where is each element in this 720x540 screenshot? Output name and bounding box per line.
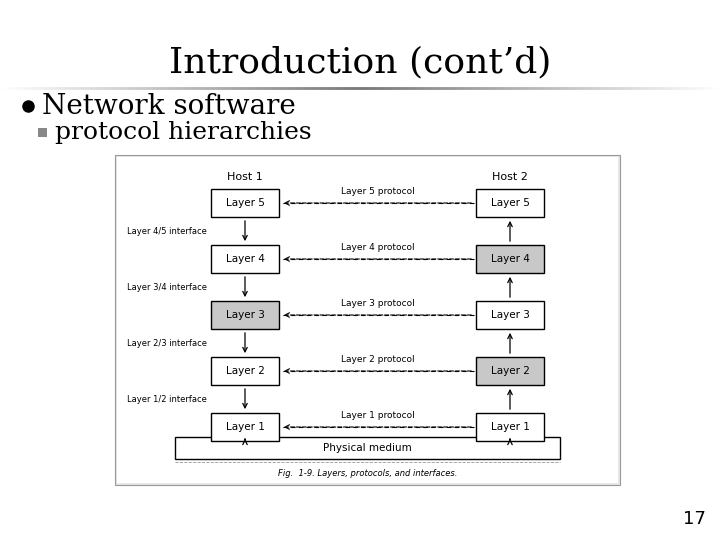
- Text: 17: 17: [683, 510, 706, 528]
- Text: Layer 5: Layer 5: [490, 198, 529, 208]
- Text: Layer 3/4 interface: Layer 3/4 interface: [127, 282, 207, 292]
- Text: Layer 5: Layer 5: [225, 198, 264, 208]
- Text: Layer 2 protocol: Layer 2 protocol: [341, 355, 414, 364]
- Bar: [476, 245, 544, 273]
- Bar: [476, 301, 544, 329]
- Bar: [115, 155, 620, 485]
- Bar: [211, 357, 279, 385]
- Text: Layer 2: Layer 2: [225, 366, 264, 376]
- Bar: [117, 157, 618, 483]
- Bar: [211, 413, 279, 441]
- Text: Layer 1: Layer 1: [490, 422, 529, 432]
- Bar: [476, 357, 544, 385]
- Text: Layer 4/5 interface: Layer 4/5 interface: [127, 226, 207, 235]
- Text: Layer 1: Layer 1: [225, 422, 264, 432]
- Text: Layer 2/3 interface: Layer 2/3 interface: [127, 339, 207, 348]
- Bar: [38, 128, 47, 137]
- Text: Fig.  1-9. Layers, protocols, and interfaces.: Fig. 1-9. Layers, protocols, and interfa…: [278, 469, 457, 477]
- Text: Layer 3: Layer 3: [225, 310, 264, 320]
- Bar: [211, 301, 279, 329]
- Bar: [476, 189, 544, 217]
- Text: Physical medium: Physical medium: [323, 443, 412, 453]
- Text: Introduction (cont’d): Introduction (cont’d): [168, 45, 552, 79]
- Bar: [476, 413, 544, 441]
- Text: Layer 5 protocol: Layer 5 protocol: [341, 187, 415, 197]
- Text: Layer 2: Layer 2: [490, 366, 529, 376]
- Bar: [211, 245, 279, 273]
- Bar: [175, 437, 560, 459]
- Text: Host 1: Host 1: [227, 172, 263, 182]
- Bar: [211, 189, 279, 217]
- Text: Layer 4: Layer 4: [490, 254, 529, 264]
- Text: Layer 4 protocol: Layer 4 protocol: [341, 244, 414, 253]
- Text: Layer 1/2 interface: Layer 1/2 interface: [127, 395, 207, 403]
- Text: Layer 1 protocol: Layer 1 protocol: [341, 411, 415, 421]
- Text: Layer 4: Layer 4: [225, 254, 264, 264]
- Text: protocol hierarchies: protocol hierarchies: [55, 120, 312, 144]
- Text: Layer 3: Layer 3: [490, 310, 529, 320]
- Text: Layer 3 protocol: Layer 3 protocol: [341, 300, 415, 308]
- Text: Host 2: Host 2: [492, 172, 528, 182]
- Text: Network software: Network software: [42, 92, 296, 119]
